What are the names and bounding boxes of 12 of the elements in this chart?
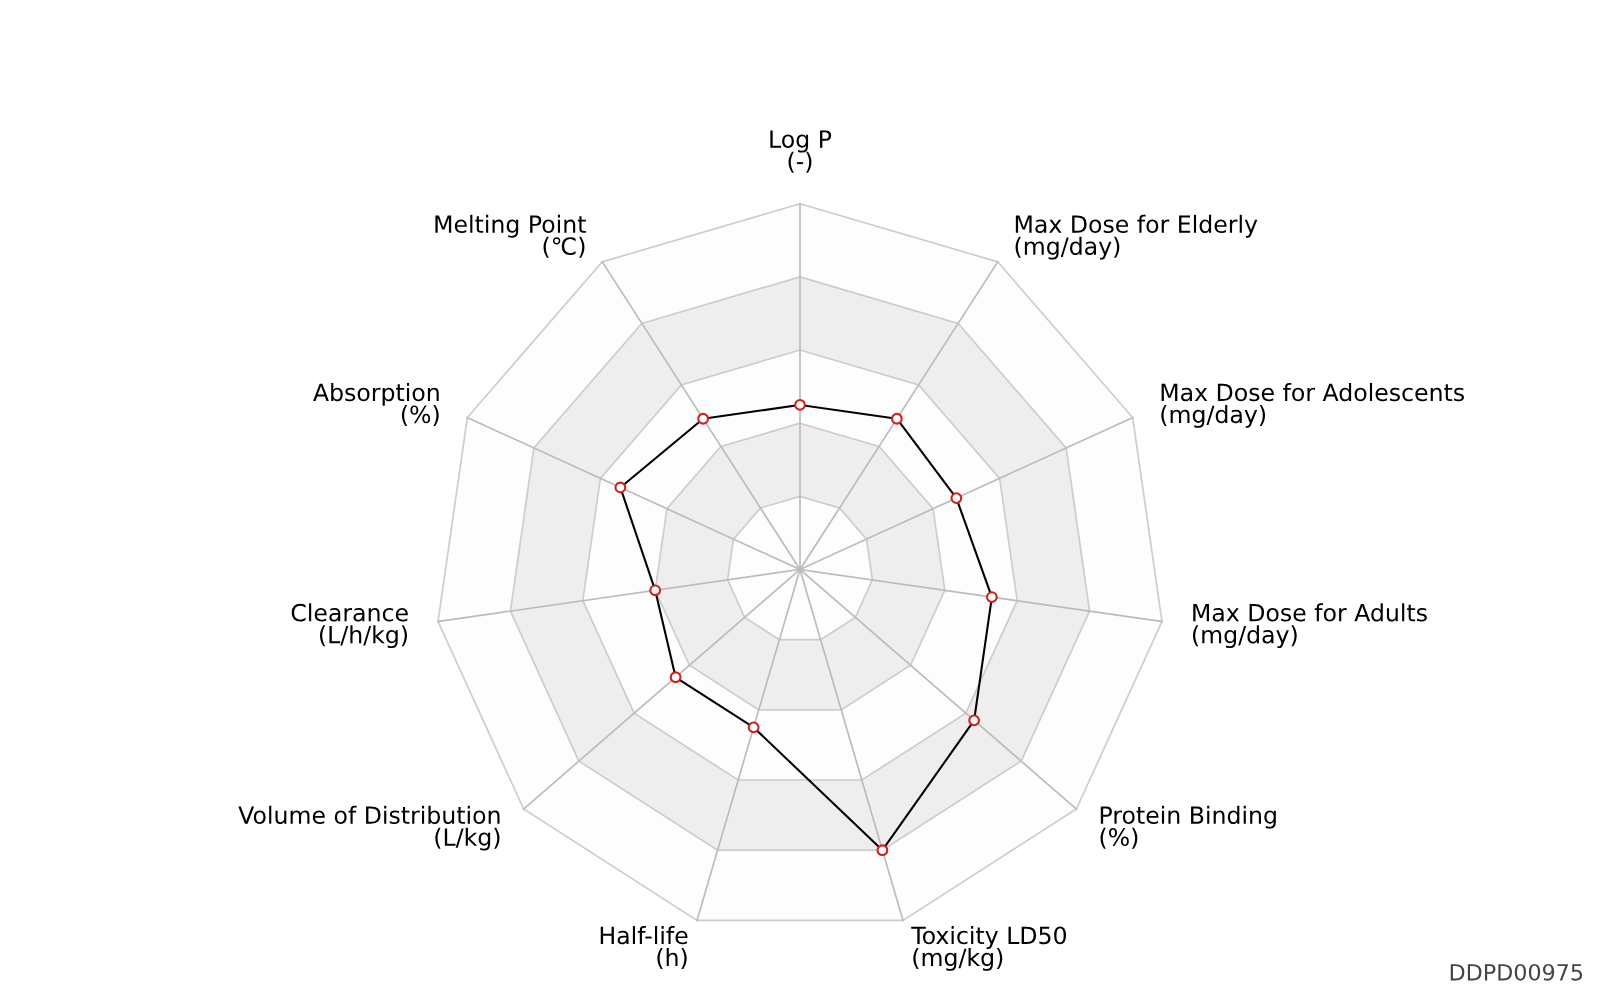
spoke-label: Melting Point (℃) <box>435 214 586 258</box>
spoke-label: Clearance (L/h/kg) <box>291 603 408 649</box>
spoke-label: Max Dose for Elderly (mg/day) <box>1015 214 1258 260</box>
text: DDPD00975 <box>1450 963 1583 981</box>
spoke-label: Protein Binding (%) <box>1100 805 1276 849</box>
spoke-label: Half-life (h) <box>600 926 688 970</box>
spoke-label: Toxicity LD50 (mg/kg) <box>911 926 1067 971</box>
spoke-label: Max Dose for Adolescents (mg/day) <box>1161 383 1464 428</box>
spoke-label: Volume of Distribution (L/kg) <box>238 805 500 851</box>
spoke-label: Absorption (%) <box>313 383 439 427</box>
spoke-label: Max Dose for Adults (mg/day) <box>1192 603 1427 649</box>
spoke-label: Log P (-) <box>770 130 832 173</box>
